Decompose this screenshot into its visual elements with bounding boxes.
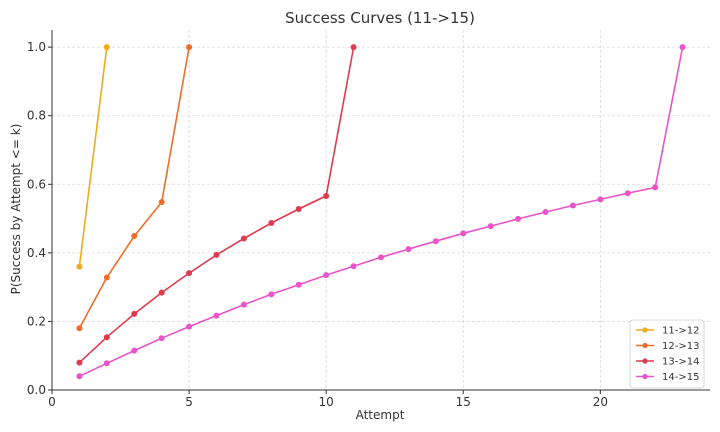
legend-item: 12->13 [636,341,699,352]
data-point [186,270,193,277]
data-point [268,291,275,298]
data-point [323,272,330,279]
legend-swatch-marker [642,358,648,364]
data-point [597,196,604,203]
data-point [405,246,412,253]
data-point [186,323,193,330]
data-point [460,230,467,237]
legend-label: 11->12 [662,326,699,337]
data-point [158,335,165,342]
data-point [679,44,686,51]
series-12->13 [76,44,193,332]
legend-box [629,319,705,389]
data-point [378,254,384,261]
legend-item: 14->15 [636,372,699,383]
series-11->12 [76,44,110,270]
chart-title: Success Curves (11->15) [285,9,475,27]
data-point [103,360,110,367]
legend: 11->12 12->13 13->14 14->15 [629,319,705,389]
x-tick-label: 0 [48,395,56,409]
legend-item: 13->14 [636,357,699,368]
legend-label: 14->15 [662,372,699,383]
data-point [652,184,659,191]
data-point [76,263,83,270]
data-point [295,205,302,212]
data-point [131,347,138,354]
data-point [542,209,549,216]
data-point [213,312,220,319]
data-point [240,301,247,308]
data-point [131,310,138,317]
data-point [624,190,631,197]
y-tick-label: 0.4 [27,246,46,260]
data-point [76,373,83,380]
legend-swatch-marker [642,373,648,380]
x-tick-label: 10 [319,395,334,409]
legend-item: 11->12 [636,326,699,337]
x-tick-label: 15 [456,395,471,409]
series-line [79,46,684,378]
data-point [186,44,193,51]
y-axis-label: P(Success by Attempt <= k) [9,124,23,295]
series-line [78,47,108,267]
series-line [78,46,190,329]
x-tick-label: 5 [185,395,193,409]
data-point [131,233,138,240]
data-point [103,274,110,281]
data-point [350,263,357,270]
data-point [350,44,357,51]
data-point [103,334,110,341]
legend-swatch-marker [642,342,648,349]
legend-label: 13->14 [662,357,699,368]
data-point [487,223,494,230]
y-tick-label: 1.0 [27,40,46,54]
y-tick-label: 0.2 [27,314,46,328]
y-tick-label: 0.0 [27,383,46,397]
y-tick-label: 0.6 [27,177,46,191]
data-point [569,202,576,209]
data-point [268,220,275,227]
x-axis-label: Attempt [356,408,405,422]
data-point [295,281,302,288]
legend-label: 12->13 [662,341,699,352]
data-point [103,44,110,51]
data-point [158,199,165,206]
y-tick-label: 0.8 [27,109,46,123]
data-point [158,289,165,296]
data-point [76,325,83,332]
x-tick-label: 20 [593,395,608,409]
series-13->14 [76,44,357,366]
data-point [432,238,439,245]
data-point [323,192,330,199]
data-point [213,251,220,258]
data-point [240,235,247,242]
axes [48,30,710,394]
data-point [515,215,522,222]
tick-labels: 0 5 10 15 20 0.0 0.2 0.4 0.6 0.8 1.0 [27,40,608,409]
legend-swatch-marker [642,327,648,333]
data-point [76,359,83,366]
grid [51,30,710,391]
series-layer [76,44,686,380]
series-14->15 [76,44,686,380]
